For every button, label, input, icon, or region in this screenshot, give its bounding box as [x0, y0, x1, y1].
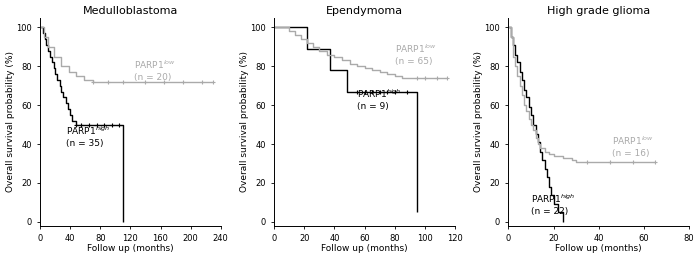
Y-axis label: Overall survival probability (%): Overall survival probability (%) [6, 51, 15, 192]
X-axis label: Follow up (months): Follow up (months) [556, 244, 642, 254]
Text: PARP1$^{high}$
(n = 22): PARP1$^{high}$ (n = 22) [531, 192, 575, 216]
Y-axis label: Overall survival probability (%): Overall survival probability (%) [474, 51, 483, 192]
Y-axis label: Overall survival probability (%): Overall survival probability (%) [239, 51, 248, 192]
Text: PARP1$^{low}$
(n = 16): PARP1$^{low}$ (n = 16) [612, 134, 654, 158]
Text: PARP1$^{low}$
(n = 65): PARP1$^{low}$ (n = 65) [395, 43, 437, 66]
X-axis label: Follow up (months): Follow up (months) [321, 244, 408, 254]
Title: Ependymoma: Ependymoma [326, 5, 403, 16]
Title: High grade glioma: High grade glioma [547, 5, 650, 16]
Text: PARP1$^{high}$
(n = 9): PARP1$^{high}$ (n = 9) [357, 88, 402, 111]
Title: Medulloblastoma: Medulloblastoma [83, 5, 178, 16]
Text: PARP1$^{high}$
(n = 35): PARP1$^{high}$ (n = 35) [66, 125, 111, 148]
X-axis label: Follow up (months): Follow up (months) [87, 244, 174, 254]
Text: PARP1$^{low}$
(n = 20): PARP1$^{low}$ (n = 20) [134, 58, 176, 82]
